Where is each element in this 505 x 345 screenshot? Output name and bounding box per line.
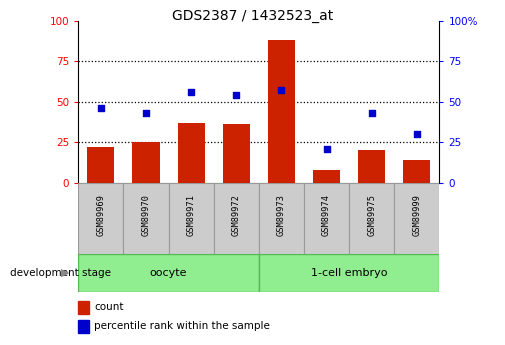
Bar <box>349 183 394 254</box>
Bar <box>268 40 295 183</box>
Text: GSM89973: GSM89973 <box>277 194 286 236</box>
Bar <box>403 160 430 183</box>
Bar <box>313 170 340 183</box>
Text: development stage: development stage <box>10 268 111 277</box>
Point <box>187 89 195 95</box>
Text: GSM89970: GSM89970 <box>141 194 150 236</box>
Bar <box>78 183 123 254</box>
Text: count: count <box>94 303 124 312</box>
Text: oocyte: oocyte <box>150 268 187 277</box>
Bar <box>259 183 304 254</box>
Bar <box>78 254 259 292</box>
Bar <box>78 301 89 314</box>
Bar <box>78 320 89 333</box>
Bar <box>214 183 259 254</box>
Bar <box>394 183 439 254</box>
Point <box>413 131 421 137</box>
Bar <box>304 183 349 254</box>
Point <box>232 92 240 98</box>
Text: GSM89972: GSM89972 <box>232 194 241 236</box>
Text: GSM89974: GSM89974 <box>322 194 331 236</box>
Text: 1-cell embryo: 1-cell embryo <box>311 268 387 277</box>
Bar <box>223 125 250 183</box>
Bar <box>178 123 205 183</box>
Point <box>323 146 331 151</box>
Bar <box>132 142 160 183</box>
Text: GSM89969: GSM89969 <box>96 194 106 236</box>
Bar <box>87 147 115 183</box>
Bar <box>259 254 439 292</box>
Point <box>277 88 285 93</box>
Point <box>368 110 376 116</box>
Text: GDS2387 / 1432523_at: GDS2387 / 1432523_at <box>172 9 333 23</box>
Point <box>97 106 105 111</box>
Text: ▶: ▶ <box>62 268 70 277</box>
Text: percentile rank within the sample: percentile rank within the sample <box>94 322 270 331</box>
Text: GSM89975: GSM89975 <box>367 194 376 236</box>
Text: GSM89971: GSM89971 <box>187 194 195 236</box>
Bar <box>169 183 214 254</box>
Bar <box>358 150 385 183</box>
Bar <box>123 183 169 254</box>
Point <box>142 110 150 116</box>
Text: GSM89999: GSM89999 <box>412 194 421 236</box>
